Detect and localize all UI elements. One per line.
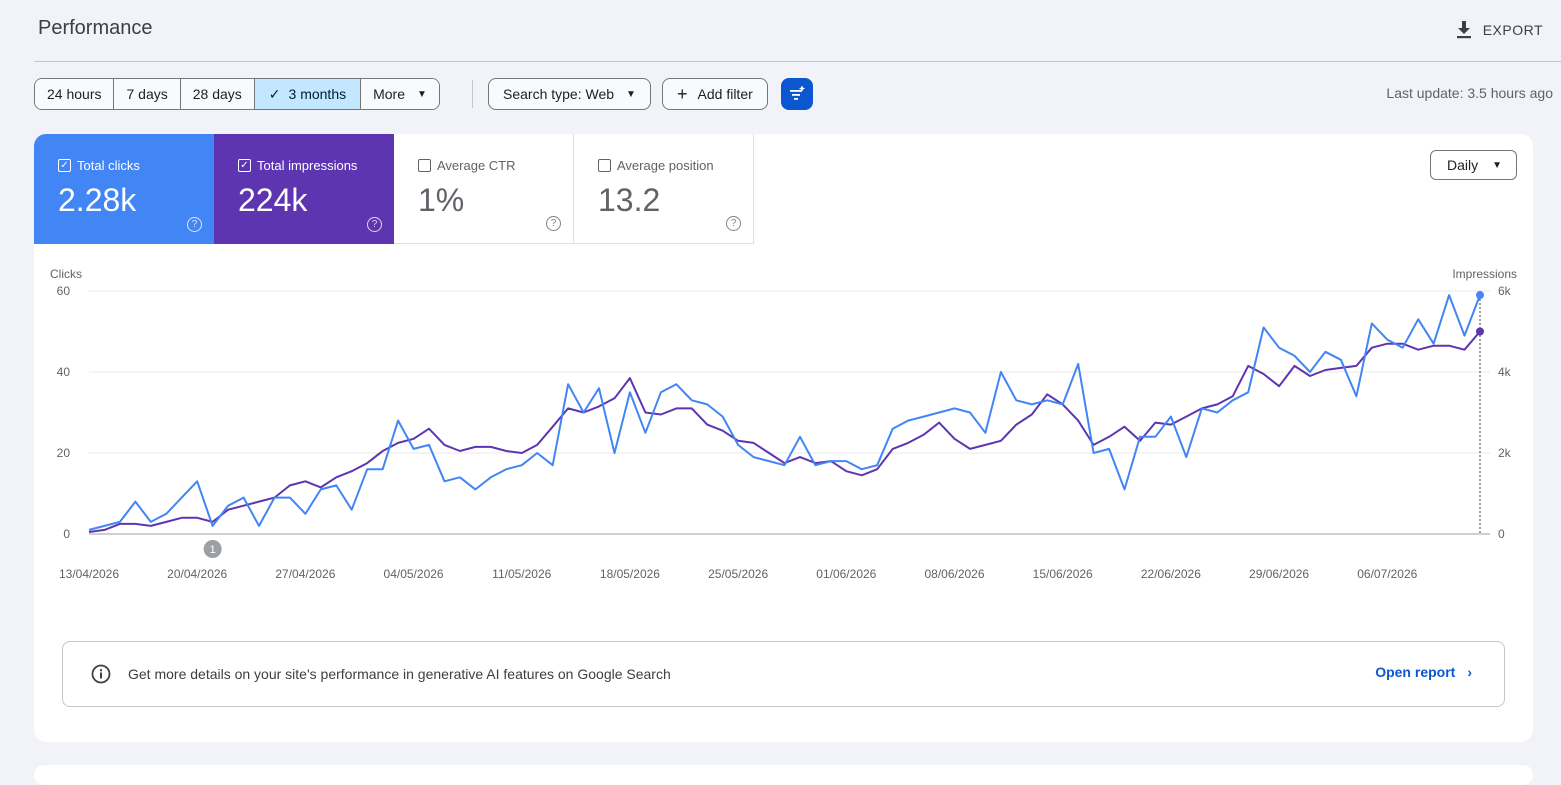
info-icon: [91, 664, 111, 684]
metric-average-position[interactable]: Average position 13.2 ?: [574, 134, 754, 244]
y-tick-left: 40: [57, 365, 71, 379]
metric-value: 2.28k: [58, 182, 137, 218]
y-tick-right: 0: [1498, 527, 1505, 541]
x-tick-label: 13/04/2026: [59, 567, 119, 581]
annotation-marker-label: 1: [210, 544, 216, 556]
series-line-clicks: [88, 294, 1481, 531]
x-tick-label: 11/05/2026: [492, 567, 551, 581]
x-tick-label: 27/04/2026: [275, 567, 335, 581]
range-28-days[interactable]: 28 days: [180, 79, 255, 109]
y-tick-left: 20: [57, 446, 71, 460]
dropdown-arrow-icon: ▼: [1492, 159, 1502, 171]
help-icon[interactable]: ?: [187, 217, 202, 232]
x-tick-label: 22/06/2026: [1141, 567, 1201, 581]
x-tick-label: 01/06/2026: [816, 567, 876, 581]
check-icon: ✓: [268, 85, 281, 102]
x-tick-label: 04/05/2026: [384, 567, 444, 581]
metric-value: 1%: [418, 182, 465, 218]
ai-filter-button[interactable]: [781, 78, 813, 110]
ai-features-banner: Get more details on your site's performa…: [62, 641, 1505, 707]
search-type-dropdown[interactable]: Search type: Web ▼: [488, 78, 651, 110]
help-icon[interactable]: ?: [546, 216, 561, 231]
filter-separator: [472, 80, 473, 108]
header-divider: [34, 61, 1561, 62]
y-tick-right: 4k: [1498, 365, 1512, 379]
export-button[interactable]: EXPORT: [1455, 16, 1543, 44]
metric-total-impressions[interactable]: ✓ Total impressions 224k ?: [214, 134, 394, 244]
filter-bar: 24 hours 7 days 28 days ✓ 3 months More …: [34, 78, 1553, 110]
metric-average-ctr[interactable]: Average CTR 1% ?: [394, 134, 574, 244]
range-more[interactable]: More ▼: [361, 79, 439, 109]
add-filter-button[interactable]: + Add filter: [662, 78, 768, 110]
metric-label: Average CTR: [437, 158, 516, 173]
granularity-dropdown[interactable]: Daily ▼: [1430, 150, 1517, 180]
series-point-impressions: [1476, 327, 1484, 336]
page-title: Performance: [38, 17, 153, 39]
y-tick-left: 60: [57, 284, 71, 298]
export-label: EXPORT: [1482, 22, 1543, 38]
range-7-days[interactable]: 7 days: [114, 79, 181, 109]
metric-value: 13.2: [598, 182, 661, 218]
y-tick-right: 6k: [1498, 284, 1512, 298]
range-24-hours[interactable]: 24 hours: [35, 79, 115, 109]
date-range-selector: 24 hours 7 days 28 days ✓ 3 months More …: [34, 78, 440, 110]
dropdown-arrow-icon: ▼: [417, 88, 427, 100]
metric-value: 224k: [238, 182, 308, 218]
series-line-impressions: [88, 330, 1481, 533]
sparkle-filter-icon: [790, 85, 805, 100]
open-report-link[interactable]: Open report ›: [1375, 664, 1472, 680]
y-tick-right: 2k: [1498, 446, 1512, 460]
dropdown-arrow-icon: ▼: [626, 88, 636, 100]
chevron-right-icon: ›: [1467, 664, 1472, 680]
x-tick-label: 06/07/2026: [1357, 567, 1417, 581]
x-tick-label: 25/05/2026: [708, 567, 768, 581]
help-icon[interactable]: ?: [726, 216, 741, 231]
metric-total-clicks[interactable]: ✓ Total clicks 2.28k ?: [34, 134, 214, 244]
last-update-text: Last update: 3.5 hours ago: [1386, 85, 1553, 101]
checkbox-unchecked-icon: [598, 159, 611, 172]
banner-text: Get more details on your site's performa…: [128, 666, 671, 682]
x-tick-label: 18/05/2026: [600, 567, 660, 581]
help-icon[interactable]: ?: [367, 217, 382, 232]
metric-label: Total clicks: [77, 158, 140, 173]
y-axis-right-title: Impressions: [1452, 267, 1517, 281]
checkbox-checked-icon: ✓: [238, 159, 251, 172]
top-bar: Performance EXPORT: [0, 0, 1561, 62]
metric-label: Average position: [617, 158, 714, 173]
checkbox-unchecked-icon: [418, 159, 431, 172]
range-3-months[interactable]: ✓ 3 months: [254, 79, 362, 109]
performance-card: ✓ Total clicks 2.28k ? ✓ Total impressions…: [34, 134, 1533, 742]
y-tick-left: 0: [63, 527, 70, 541]
x-tick-label: 20/04/2026: [167, 567, 227, 581]
y-axis-left-title: Clicks: [50, 267, 82, 281]
series-point-clicks: [1476, 291, 1484, 300]
performance-chart[interactable]: Clicks Impressions 0 0 20 2k 40 4k 60 6k 13/04/202…: [34, 254, 1533, 594]
annotation-marker: [203, 540, 222, 558]
plus-icon: +: [677, 84, 688, 104]
metric-label: Total impressions: [257, 158, 358, 173]
x-tick-label: 08/06/2026: [924, 567, 984, 581]
x-tick-label: 29/06/2026: [1249, 567, 1309, 581]
checkbox-checked-icon: ✓: [58, 159, 71, 172]
download-icon: [1455, 21, 1473, 39]
next-card: [34, 765, 1533, 785]
x-tick-label: 15/06/2026: [1033, 567, 1093, 581]
